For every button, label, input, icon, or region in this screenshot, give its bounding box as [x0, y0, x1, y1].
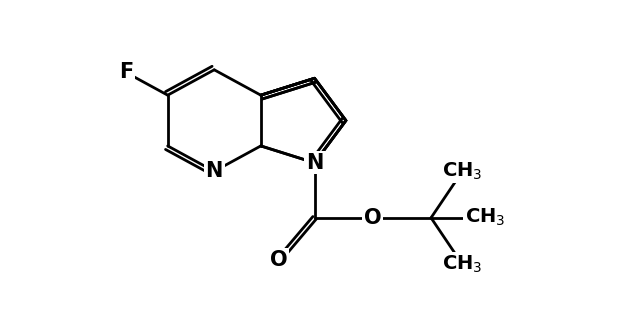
Text: CH$_3$: CH$_3$: [442, 254, 483, 275]
Text: O: O: [270, 250, 287, 270]
Text: F: F: [118, 62, 133, 82]
Text: O: O: [364, 208, 381, 228]
Text: N: N: [306, 153, 323, 173]
Text: CH$_3$: CH$_3$: [465, 207, 505, 228]
Text: CH$_3$: CH$_3$: [442, 161, 483, 182]
Text: N: N: [205, 161, 223, 181]
